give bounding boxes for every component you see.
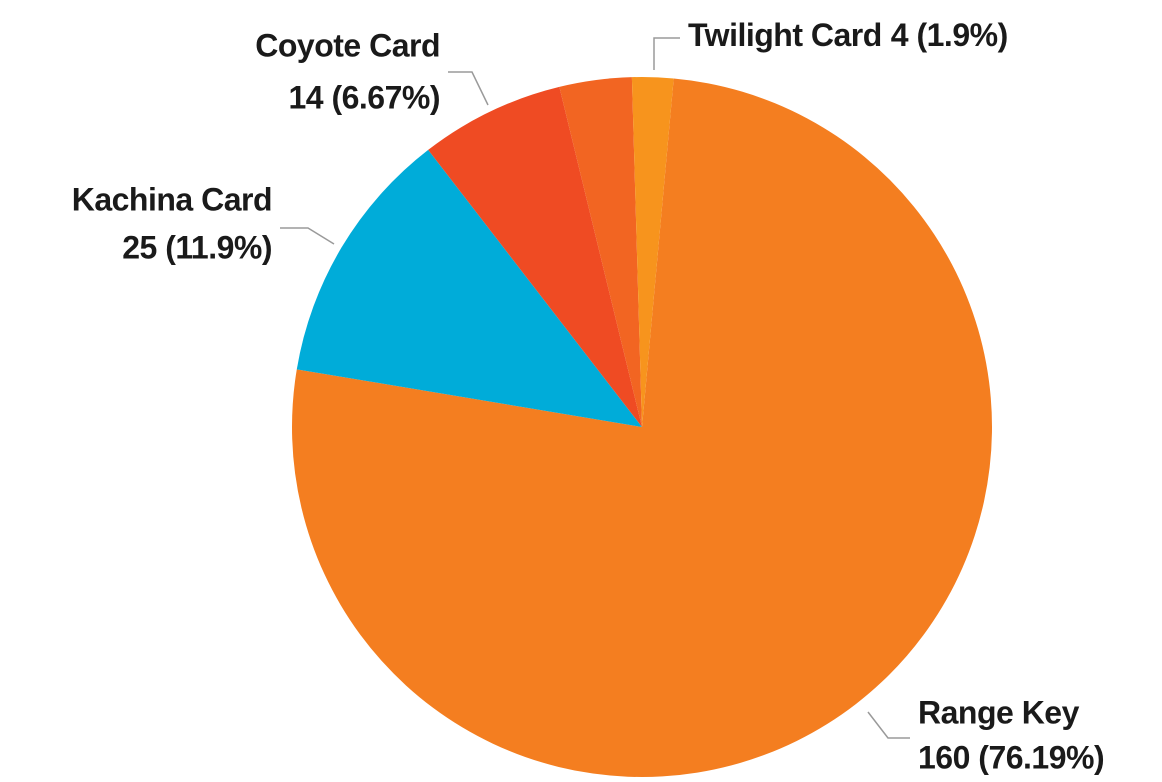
leader-line — [653, 37, 680, 70]
slice-label: Twilight Card 4 (1.9%) — [688, 17, 1008, 53]
pie-slice — [292, 78, 992, 778]
pie-slice — [428, 86, 642, 427]
slice-value-label: 14 (6.67%) — [288, 79, 440, 115]
leader-line — [867, 711, 910, 739]
slice-category: Range Key — [918, 694, 1080, 730]
slice-value-label: 4 (1.9%) — [891, 17, 1008, 53]
slice-category: Kachina Card — [72, 181, 272, 217]
leader-line — [448, 71, 489, 106]
slice-category: Twilight Card — [688, 17, 882, 53]
pie-slice — [296, 149, 642, 427]
slice-category: Coyote Card — [255, 27, 440, 63]
slice-value-label: 25 (11.9%) — [122, 229, 272, 265]
leader-line — [280, 227, 335, 245]
pie-slice — [559, 77, 642, 428]
pie-slice — [631, 77, 674, 427]
slice-value-label: 160 (76.19%) — [918, 739, 1104, 775]
